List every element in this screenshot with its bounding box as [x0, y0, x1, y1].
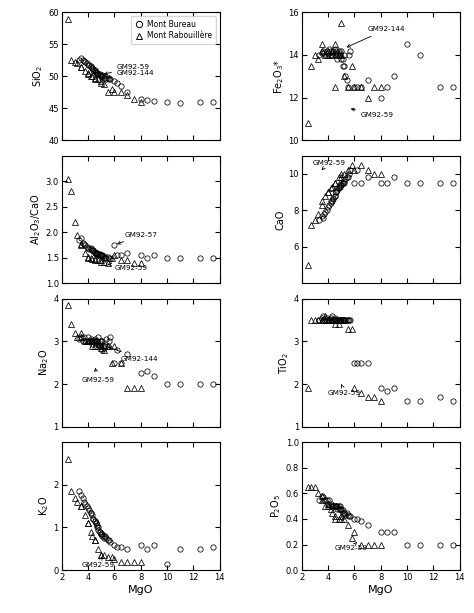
Y-axis label: P$_2$O$_5$: P$_2$O$_5$ [269, 494, 283, 518]
X-axis label: MgO: MgO [368, 585, 393, 595]
Text: GM92-59: GM92-59 [312, 160, 346, 170]
Legend: Mont Bureau, Mont Rabouillère: Mont Bureau, Mont Rabouillère [131, 16, 216, 44]
Text: GM92-59: GM92-59 [328, 384, 361, 395]
Text: GM92-59: GM92-59 [335, 543, 368, 551]
Text: GM92-144: GM92-144 [108, 70, 155, 78]
Y-axis label: Na$_2$O: Na$_2$O [37, 349, 51, 376]
Y-axis label: K$_2$O: K$_2$O [37, 496, 51, 516]
Text: GM92-59: GM92-59 [82, 368, 114, 383]
Y-axis label: TiO$_2$: TiO$_2$ [277, 352, 291, 374]
Text: GM92-59: GM92-59 [82, 557, 114, 568]
Y-axis label: Fe$_2$O$_3$*: Fe$_2$O$_3$* [272, 59, 286, 94]
Text: GM92-57: GM92-57 [118, 232, 158, 244]
Text: GM92-59: GM92-59 [109, 264, 147, 271]
Text: GM92-144: GM92-144 [109, 347, 158, 362]
Text: GM92-144: GM92-144 [347, 26, 405, 47]
Y-axis label: Al$_2$O$_3$/CaO: Al$_2$O$_3$/CaO [29, 194, 43, 245]
Y-axis label: SiO$_2$: SiO$_2$ [32, 65, 46, 87]
Text: GM92-59: GM92-59 [105, 64, 150, 75]
Text: GM92-59: GM92-59 [352, 109, 394, 118]
Y-axis label: CaO: CaO [276, 210, 286, 230]
X-axis label: MgO: MgO [128, 585, 154, 595]
